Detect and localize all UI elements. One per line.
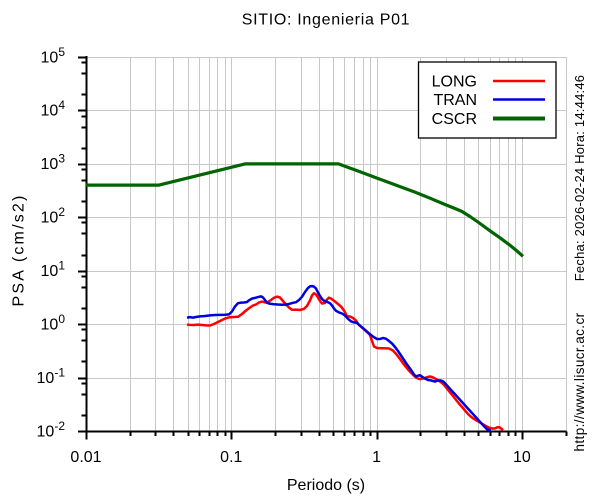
svg-text:SITIO: Ingenieria P01: SITIO: Ingenieria P01: [242, 12, 411, 29]
svg-text:CSCR: CSCR: [432, 111, 477, 128]
svg-text:http://www.lisucr.ac.cr: http://www.lisucr.ac.cr: [572, 312, 587, 451]
svg-text:0.01: 0.01: [70, 449, 101, 466]
svg-text:PSA (cm/s2): PSA (cm/s2): [11, 193, 28, 306]
svg-text:0.1: 0.1: [220, 449, 242, 466]
svg-text:LONG: LONG: [432, 73, 477, 90]
svg-text:TRAN: TRAN: [433, 92, 477, 109]
svg-text:10: 10: [513, 449, 531, 466]
svg-text:Fecha: 2026-02-24 Hora: 14:44: Fecha: 2026-02-24 Hora: 14:44:46: [572, 75, 587, 282]
svg-text:Periodo (s): Periodo (s): [287, 477, 365, 494]
svg-text:1: 1: [372, 449, 381, 466]
